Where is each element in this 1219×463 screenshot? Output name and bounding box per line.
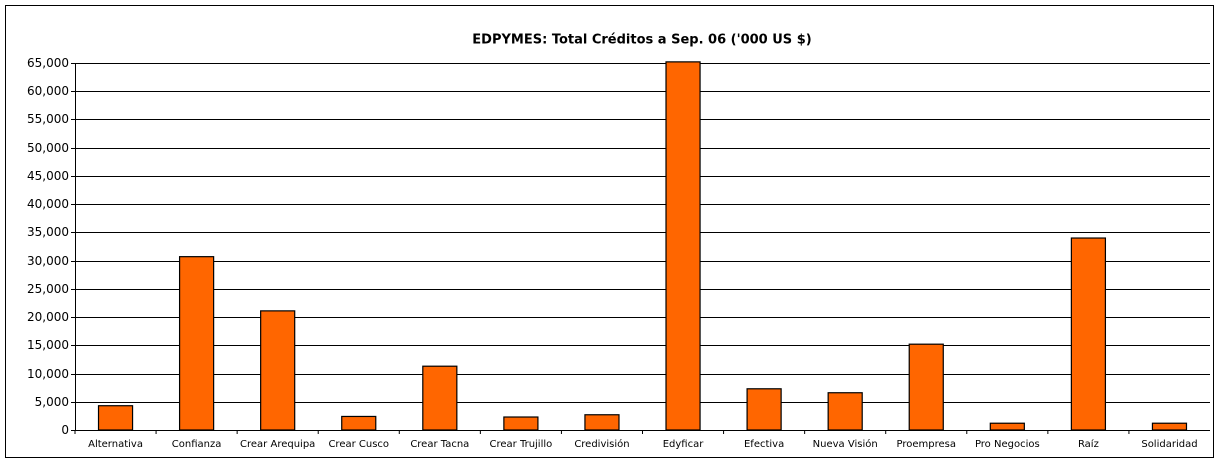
x-tick-label: Solidaridad — [1141, 439, 1197, 450]
bar — [97, 405, 134, 431]
bar — [1070, 237, 1107, 431]
x-tick-label: Efectiva — [744, 439, 784, 450]
bar — [422, 365, 458, 431]
y-tick-label: 10,000 — [27, 367, 69, 381]
y-tick-label: 5,000 — [35, 395, 69, 409]
bar — [178, 256, 215, 431]
y-tick-label: 30,000 — [27, 254, 69, 268]
y-tick-label: 25,000 — [27, 282, 69, 296]
bar — [989, 422, 1025, 431]
x-tick-label: Nueva Visión — [813, 438, 878, 450]
x-tick-label: Edyficar — [663, 439, 705, 450]
bar — [341, 415, 377, 431]
x-tick-label: Crear Cusco — [328, 439, 389, 450]
x-tick-label: Pro Negocios — [975, 439, 1040, 450]
x-tick-label: Proempresa — [897, 439, 957, 450]
y-tick-label: 20,000 — [27, 310, 69, 324]
x-tick-label: Crear Arequipa — [240, 439, 315, 450]
y-tick-label: 15,000 — [27, 338, 69, 352]
y-tick-label: 45,000 — [27, 169, 69, 183]
bar — [665, 61, 701, 431]
bar — [746, 388, 782, 431]
x-tick-label: Credivisión — [574, 438, 629, 450]
bar — [260, 310, 296, 431]
x-tick-label: Raíz — [1078, 438, 1099, 450]
y-tick-label: 40,000 — [27, 197, 69, 211]
chart-title: EDPYMES: Total Créditos a Sep. 06 ('000 … — [472, 33, 811, 48]
x-tick-label: Crear Tacna — [410, 439, 469, 450]
x-tick-label: Alternativa — [88, 439, 143, 450]
bar — [503, 416, 539, 431]
y-tick-label: 55,000 — [27, 112, 69, 126]
bar — [1151, 422, 1188, 431]
bar — [584, 414, 620, 431]
y-tick-label: 50,000 — [27, 141, 69, 155]
x-tick-label: Crear Trujillo — [490, 439, 553, 450]
y-tick-label: 60,000 — [27, 84, 69, 98]
y-tick-label: 0 — [61, 423, 69, 437]
bar — [908, 343, 944, 431]
y-tick-label: 35,000 — [27, 225, 69, 239]
y-tick-label: 65,000 — [27, 56, 69, 70]
x-tick-label: Confianza — [172, 439, 222, 450]
bar — [827, 392, 863, 431]
